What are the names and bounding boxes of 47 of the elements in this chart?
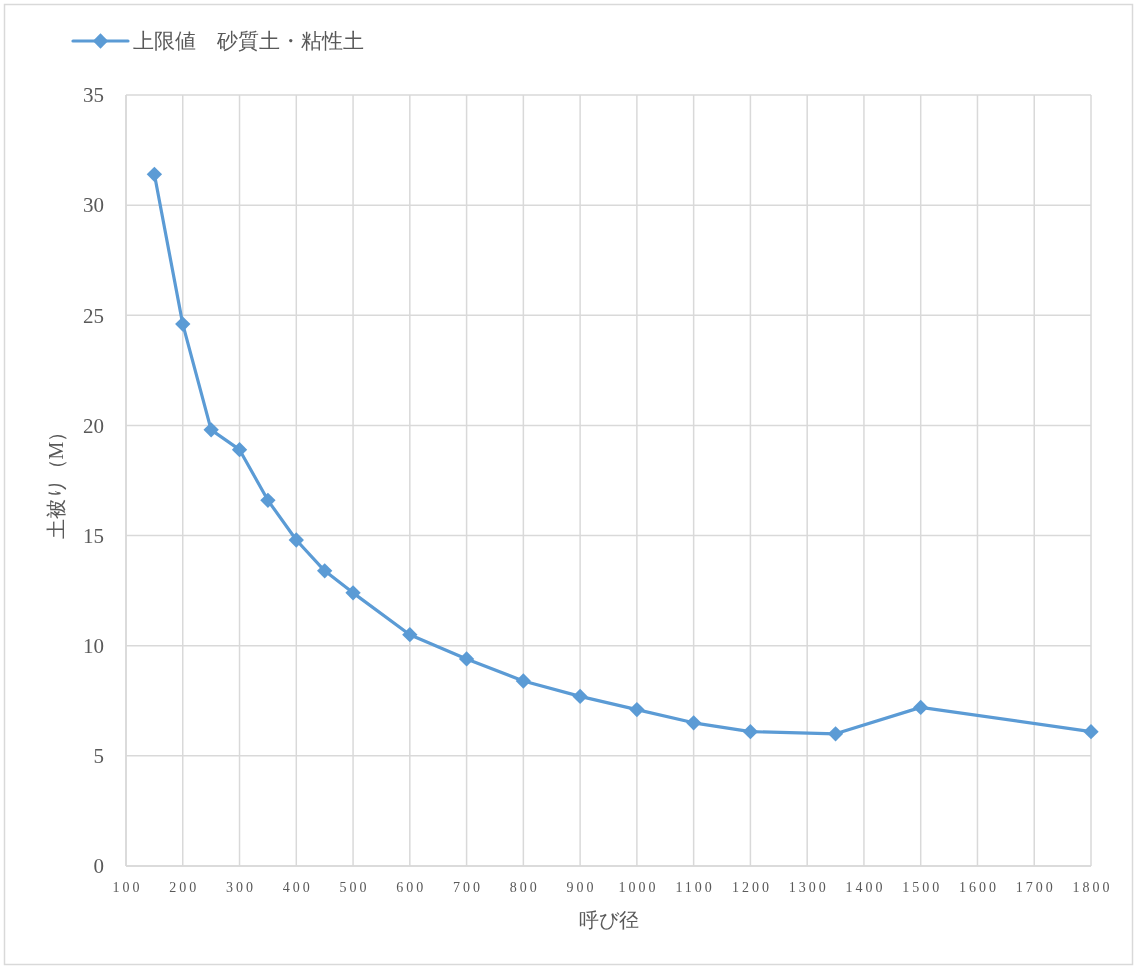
x-tick-label: 200	[169, 880, 200, 895]
point	[231, 441, 248, 458]
point	[742, 723, 759, 740]
point	[572, 688, 588, 705]
x-tick-label: 500	[339, 880, 370, 895]
x-tick-label: 100	[112, 880, 143, 895]
x-tick-label: 1400	[845, 880, 886, 895]
point	[685, 715, 702, 731]
point	[402, 627, 418, 643]
point	[146, 166, 163, 182]
y-tick-label: 15	[83, 523, 104, 548]
point	[317, 563, 333, 579]
point	[345, 585, 361, 601]
y-tick-label: 5	[93, 744, 104, 769]
y-tick-label: 0	[93, 854, 104, 879]
point	[203, 422, 219, 438]
x-tick-label: 1800	[1072, 880, 1113, 895]
x-tick-label: 1100	[675, 880, 715, 895]
point	[629, 701, 645, 718]
y-axis-title: 土被り（M）	[45, 421, 67, 540]
x-tick-label: 700	[453, 880, 484, 895]
point	[913, 699, 929, 716]
x-tick-label: 1000	[618, 880, 659, 895]
x-tick-label: 1300	[788, 880, 829, 895]
y-tick-label: 25	[83, 303, 104, 328]
point	[458, 651, 475, 667]
x-tick-label: 300	[226, 880, 257, 895]
x-tick-label: 1700	[1015, 880, 1056, 895]
point	[260, 492, 276, 508]
x-tick-label: 600	[396, 880, 427, 895]
point	[1083, 723, 1099, 740]
x-tick-label: 800	[509, 880, 540, 895]
point	[288, 532, 304, 548]
x-tick-label: 400	[282, 880, 313, 895]
x-tick-label: 1500	[902, 880, 943, 895]
y-tick-label: 30	[83, 193, 104, 218]
x-tick-label: 1600	[958, 880, 999, 895]
x-tick-label: 900	[566, 880, 597, 895]
y-tick-label: 35	[83, 83, 104, 108]
y-tick-label: 20	[83, 413, 104, 438]
point	[175, 316, 191, 332]
legend-label: 上限値 砂質土・粘性土	[133, 29, 364, 54]
y-tick-label: 10	[83, 634, 104, 659]
point	[515, 673, 532, 689]
point	[827, 726, 844, 742]
x-axis-title: 呼び径	[578, 909, 639, 931]
x-tick-label: 1200	[731, 880, 772, 895]
